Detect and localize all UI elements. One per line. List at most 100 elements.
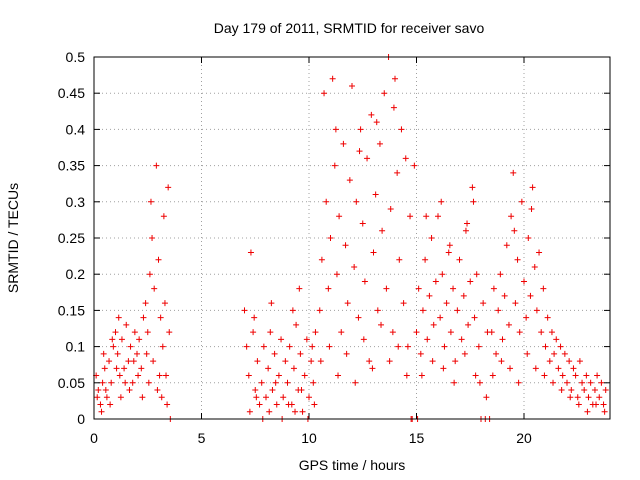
data-point [423, 213, 430, 220]
data-point [297, 350, 304, 357]
data-point [116, 372, 123, 379]
data-point [424, 336, 431, 343]
data-point [325, 285, 332, 292]
data-point [568, 387, 575, 394]
data-point [370, 249, 377, 256]
data-point [94, 394, 101, 401]
data-point [303, 336, 310, 343]
data-point [155, 256, 162, 263]
data-point [400, 300, 407, 307]
data-point [390, 104, 397, 111]
data-point [495, 307, 502, 314]
data-point [546, 358, 553, 365]
data-point [561, 350, 568, 357]
data-point [254, 358, 261, 365]
data-point [499, 336, 506, 343]
data-point [136, 336, 143, 343]
x-axis-label: GPS time / hours [299, 457, 406, 473]
data-point [146, 271, 153, 278]
data-point [585, 394, 592, 401]
y-axis-label: SRMTID / TECUs [5, 183, 21, 293]
data-point [579, 379, 586, 386]
data-point [127, 343, 134, 350]
chart-title: Day 179 of 2011, SRMTID for receiver sav… [214, 20, 485, 36]
data-point [112, 329, 119, 336]
data-point [419, 307, 426, 314]
data-point [292, 408, 299, 415]
data-point [316, 307, 323, 314]
data-point [456, 256, 463, 263]
data-point [450, 285, 457, 292]
data-point [368, 111, 375, 118]
data-point [601, 408, 608, 415]
data-point [581, 387, 588, 394]
data-point [551, 350, 558, 357]
data-point [117, 394, 124, 401]
data-point [404, 343, 411, 350]
grid [94, 57, 610, 419]
data-point [131, 329, 138, 336]
data-point [150, 358, 157, 365]
y-tick-label: 0.3 [66, 194, 86, 210]
y-tick-label: 0.35 [58, 158, 85, 174]
y-tick-label: 0.25 [58, 230, 85, 246]
data-point [100, 350, 107, 357]
data-point [480, 300, 487, 307]
data-point [271, 350, 278, 357]
data-point [516, 329, 523, 336]
data-point [346, 177, 353, 184]
data-point [386, 358, 393, 365]
data-point [159, 343, 166, 350]
data-point [396, 256, 403, 263]
data-point [467, 278, 474, 285]
data-point [165, 184, 172, 191]
data-point [472, 372, 479, 379]
data-point [310, 379, 317, 386]
data-point [140, 314, 147, 321]
data-point [476, 379, 483, 386]
data-point [389, 329, 396, 336]
data-point [360, 336, 367, 343]
data-point [109, 336, 116, 343]
data-point [445, 249, 452, 256]
data-point [309, 343, 316, 350]
data-point [258, 379, 265, 386]
data-point [340, 140, 347, 147]
data-point [156, 372, 163, 379]
data-point [540, 285, 547, 292]
plot-frame [93, 56, 611, 420]
data-point [465, 321, 472, 328]
data-point [122, 379, 129, 386]
data-point [557, 343, 564, 350]
data-point [473, 271, 480, 278]
data-point [475, 343, 482, 350]
data-point [317, 358, 324, 365]
data-point [267, 329, 274, 336]
data-point [336, 213, 343, 220]
data-point [138, 365, 145, 372]
data-point [446, 242, 453, 249]
data-point [355, 314, 362, 321]
data-point [392, 75, 398, 82]
data-points [93, 54, 609, 422]
data-point [395, 343, 402, 350]
data-point [532, 365, 539, 372]
data-point [361, 278, 368, 285]
data-point [497, 271, 504, 278]
data-point [353, 198, 360, 205]
data-point [125, 358, 132, 365]
data-point [528, 206, 535, 213]
data-point [306, 394, 312, 401]
data-point [383, 285, 390, 292]
data-point [525, 235, 532, 241]
data-point [403, 372, 410, 379]
data-point [114, 350, 121, 357]
x-tick-label: 10 [301, 430, 317, 446]
data-point [553, 336, 560, 343]
data-point [285, 401, 292, 408]
data-point [143, 350, 150, 357]
data-point [387, 206, 394, 213]
y-tick-label: 0.4 [66, 121, 86, 137]
data-point [318, 256, 325, 263]
data-point [507, 365, 514, 372]
